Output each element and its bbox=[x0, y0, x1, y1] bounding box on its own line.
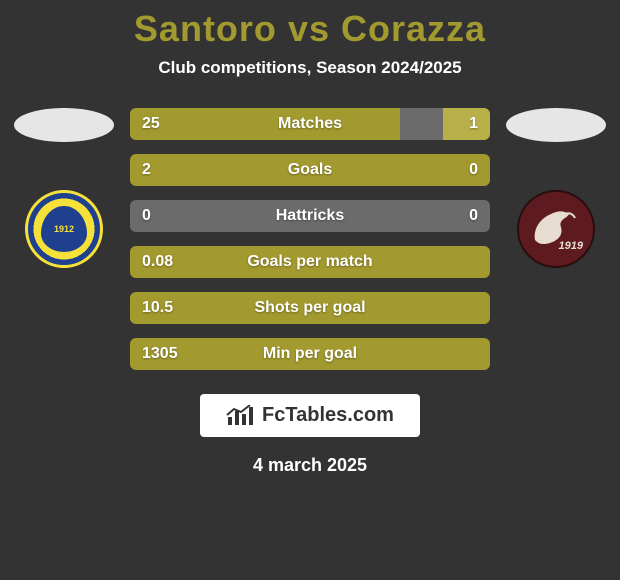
stat-bar-row: 0.08 Goals per match bbox=[130, 246, 490, 278]
stat-label: Hattricks bbox=[276, 207, 344, 225]
stat-value-b: 1 bbox=[469, 115, 478, 133]
stat-bar-overlay: 25 Matches 1 bbox=[130, 108, 490, 140]
stat-bar-overlay: 10.5 Shots per goal bbox=[130, 292, 490, 324]
stat-value-a: 1305 bbox=[142, 345, 178, 363]
page-title: Santoro vs Corazza bbox=[134, 8, 486, 50]
generated-date: 4 march 2025 bbox=[253, 455, 367, 476]
stat-bar-overlay: 0 Hattricks 0 bbox=[130, 200, 490, 232]
player-b-photo-placeholder bbox=[506, 108, 606, 142]
stat-value-a: 25 bbox=[142, 115, 160, 133]
brand-badge: FcTables.com bbox=[200, 394, 420, 437]
title-player-b: Corazza bbox=[341, 8, 486, 49]
crest-b-year: 1919 bbox=[559, 240, 583, 252]
stat-value-a: 10.5 bbox=[142, 299, 173, 317]
player-a-column: 1912 bbox=[14, 108, 114, 268]
bar-chart-icon bbox=[226, 405, 254, 427]
stat-bar-row: 0 Hattricks 0 bbox=[130, 200, 490, 232]
brand-text: FcTables.com bbox=[262, 404, 394, 427]
player-a-club-crest: 1912 bbox=[25, 190, 103, 268]
stat-bar-overlay: 0.08 Goals per match bbox=[130, 246, 490, 278]
stat-bar-row: 25 Matches 1 bbox=[130, 108, 490, 140]
comparison-content: 1912 25 Matches 1 2 Goals 0 0 Hattricks 0 0.08 Goa… bbox=[0, 108, 620, 370]
stat-label: Min per goal bbox=[263, 345, 357, 363]
player-a-photo-placeholder bbox=[14, 108, 114, 142]
title-vs: vs bbox=[288, 8, 330, 49]
stat-value-b: 0 bbox=[469, 161, 478, 179]
stat-bar-row: 2 Goals 0 bbox=[130, 154, 490, 186]
stat-label: Matches bbox=[278, 115, 342, 133]
title-player-a: Santoro bbox=[134, 8, 277, 49]
stat-value-a: 0.08 bbox=[142, 253, 173, 271]
stat-label: Shots per goal bbox=[254, 299, 365, 317]
stat-label: Goals bbox=[288, 161, 332, 179]
stat-value-a: 0 bbox=[142, 207, 151, 225]
stat-bar-overlay: 1305 Min per goal bbox=[130, 338, 490, 370]
crest-a-year: 1912 bbox=[41, 206, 87, 252]
stat-label: Goals per match bbox=[247, 253, 372, 271]
stat-bar-row: 10.5 Shots per goal bbox=[130, 292, 490, 324]
stat-value-b: 0 bbox=[469, 207, 478, 225]
stat-bar-overlay: 2 Goals 0 bbox=[130, 154, 490, 186]
player-b-column: 1919 bbox=[506, 108, 606, 268]
stat-bar-row: 1305 Min per goal bbox=[130, 338, 490, 370]
subtitle: Club competitions, Season 2024/2025 bbox=[158, 58, 461, 78]
player-b-club-crest: 1919 bbox=[517, 190, 595, 268]
stat-bars: 25 Matches 1 2 Goals 0 0 Hattricks 0 0.08 Goals pe… bbox=[130, 108, 490, 370]
stat-value-a: 2 bbox=[142, 161, 151, 179]
